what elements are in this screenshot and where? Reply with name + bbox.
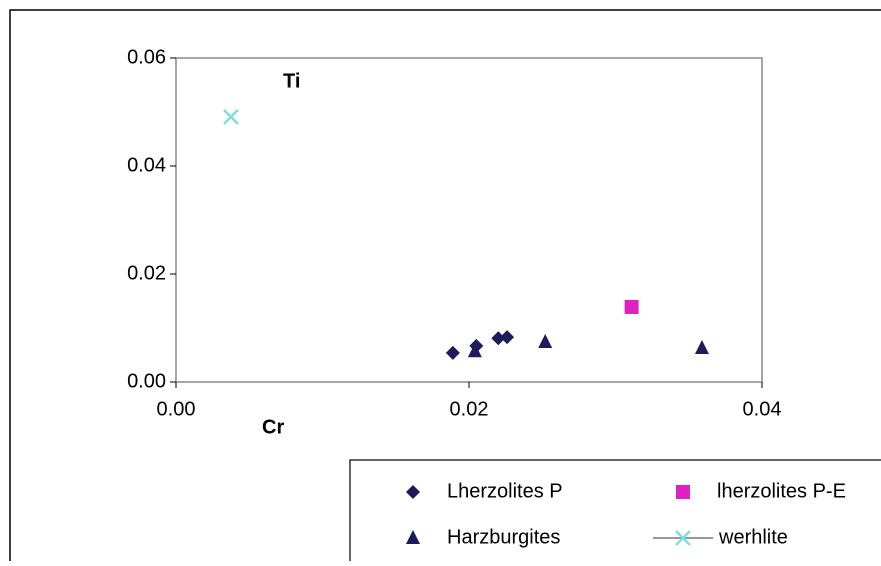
y-tick-label: 0.00 [127, 370, 166, 392]
legend-marker [676, 485, 690, 499]
x-tick-label: 0.02 [450, 398, 489, 420]
plot-area [175, 57, 763, 383]
legend-marker [675, 530, 691, 546]
legend-label: lherzolites P-E [717, 480, 846, 502]
legend-label: Harzburgites [447, 526, 560, 548]
marker [538, 334, 553, 349]
marker [223, 108, 239, 125]
x-axis-label: Cr [262, 416, 284, 438]
y-axis-label: Ti [283, 70, 300, 92]
x-tick-label: 0.00 [157, 398, 196, 420]
marker [624, 299, 639, 314]
legend-marker [406, 530, 420, 544]
chart-frame [9, 9, 881, 566]
marker [445, 345, 460, 360]
marker [467, 343, 482, 358]
y-tick-label: 0.06 [127, 46, 166, 68]
legend-label: werhlite [718, 526, 788, 548]
marker [500, 330, 515, 345]
marker [694, 339, 709, 354]
y-tick-label: 0.04 [127, 154, 166, 176]
x-tick-label: 0.04 [743, 398, 782, 420]
marker [491, 331, 506, 346]
y-tick-label: 0.02 [127, 262, 166, 284]
legend-marker [406, 485, 420, 499]
legend-label: Lherzolites P [447, 480, 563, 502]
legend-box [349, 459, 881, 566]
